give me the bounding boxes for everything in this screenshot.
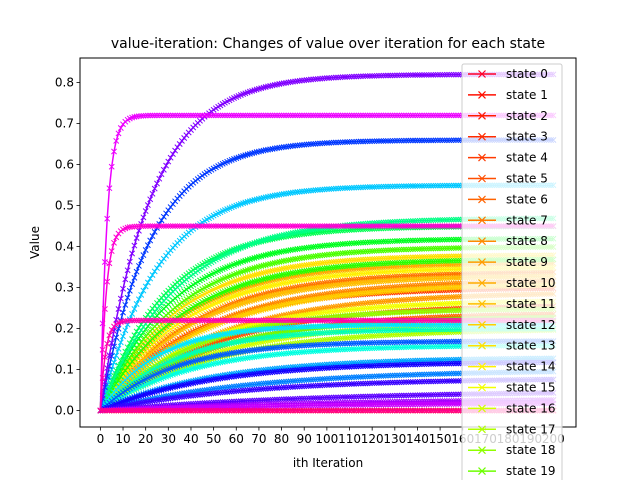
y-tick-label: 0.6 <box>55 158 74 172</box>
x-tick-label: 20 <box>138 432 153 446</box>
legend-entry: state 13 <box>468 339 555 353</box>
legend-entry: state 8 <box>468 234 548 248</box>
y-tick-label: 0.5 <box>55 199 74 213</box>
legend-marker <box>478 153 486 162</box>
legend-label: state 0 <box>506 67 548 81</box>
legend-entry: state 3 <box>468 130 548 144</box>
legend-label: state 3 <box>506 130 548 144</box>
legend-marker <box>478 174 486 183</box>
legend-label: state 16 <box>506 401 555 415</box>
legend-marker <box>478 467 486 476</box>
legend-entry: state 4 <box>468 151 548 165</box>
legend-marker <box>478 279 486 287</box>
y-axis-title: Value <box>28 226 42 259</box>
x-tick-label: 90 <box>297 432 312 446</box>
legend-marker <box>478 299 486 308</box>
y-tick-label: 0.4 <box>55 240 74 254</box>
legend-label: state 1 <box>506 88 548 102</box>
legend-label: state 12 <box>506 318 555 332</box>
x-tick-label: 140 <box>406 432 429 446</box>
legend-label: state 5 <box>506 172 548 186</box>
legend-marker <box>478 383 486 392</box>
legend-entry: state 19 <box>468 464 555 478</box>
legend-label: state 4 <box>506 151 548 165</box>
x-tick-label: 80 <box>274 432 289 446</box>
legend-marker <box>478 216 486 225</box>
legend-entry: state 17 <box>468 422 555 436</box>
legend-label: state 6 <box>506 192 548 206</box>
legend-entry: state 11 <box>468 297 555 311</box>
x-tick-label: 60 <box>229 432 244 446</box>
plot-frame <box>79 57 577 428</box>
legend-entry: state 7 <box>468 213 548 227</box>
legend-entry: state 6 <box>468 192 548 206</box>
x-tick-label: 50 <box>206 432 221 446</box>
legend-marker <box>478 258 486 267</box>
legend-label: state 2 <box>506 109 548 123</box>
legend-marker <box>478 425 486 434</box>
legend-label: state 10 <box>506 276 555 290</box>
legend-marker <box>478 404 486 413</box>
legend-label: state 15 <box>506 381 555 395</box>
x-tick-label: 100 <box>315 432 338 446</box>
legend-entry: state 1 <box>468 88 548 102</box>
x-axis-title: ith Iteration <box>293 456 363 470</box>
legend-marker <box>478 132 486 141</box>
legend-entry: state 0 <box>468 67 548 81</box>
x-tick-label: 120 <box>361 432 384 446</box>
x-tick-label: 40 <box>183 432 198 446</box>
legend-label: state 17 <box>506 422 555 436</box>
legend-marker <box>478 195 486 204</box>
legend-label: state 14 <box>506 360 555 374</box>
x-tick-label: 10 <box>115 432 130 446</box>
y-tick-label: 0.3 <box>55 281 74 295</box>
legend-label: state 8 <box>506 234 548 248</box>
legend-entry: state 16 <box>468 401 555 415</box>
legend-marker <box>478 111 486 120</box>
x-tick-label: 110 <box>338 432 361 446</box>
legend-entry: state 9 <box>468 255 548 269</box>
legend-entry: state 5 <box>468 172 548 186</box>
legend-entry: state 14 <box>468 360 555 374</box>
legend-entry: state 2 <box>468 109 548 123</box>
legend-entry: state 10 <box>468 276 555 290</box>
x-tick-label: 150 <box>429 432 452 446</box>
legend-marker <box>478 320 486 329</box>
chart-title: value-iteration: Changes of value over i… <box>111 36 545 52</box>
legend-marker <box>478 70 486 78</box>
x-tick-label: 30 <box>161 432 176 446</box>
legend-marker <box>478 341 486 350</box>
y-tick-label: 0.2 <box>55 322 74 336</box>
y-tick-label: 0.1 <box>55 363 74 377</box>
legend-entry: state 15 <box>468 381 555 395</box>
legend-marker <box>478 90 486 99</box>
legend-entry: state 18 <box>468 443 555 457</box>
legend-marker <box>478 362 486 371</box>
y-tick-label: 0.7 <box>55 117 74 131</box>
legend-box <box>461 63 563 480</box>
x-tick-label: 0 <box>97 432 105 446</box>
legend-marker <box>478 446 486 455</box>
x-tick-label: 130 <box>383 432 406 446</box>
legend-label: state 18 <box>506 443 555 457</box>
legend-label: state 19 <box>506 464 555 478</box>
y-tick-label: 0.0 <box>55 404 74 418</box>
legend-label: state 9 <box>506 255 548 269</box>
legend-label: state 7 <box>506 213 548 227</box>
legend-marker <box>478 237 486 246</box>
legend-entry: state 12 <box>468 318 555 332</box>
legend: state 0 state 1 state 2 state 3 state 4 state… <box>461 63 563 480</box>
x-tick-label: 70 <box>251 432 266 446</box>
legend-label: state 11 <box>506 297 555 311</box>
y-axis: 0.0 0.1 0.2 0.3 0.4 0.5 0.6 0.7 0.8 <box>55 76 80 418</box>
legend-label: state 13 <box>506 339 555 353</box>
y-tick-label: 0.8 <box>55 76 74 90</box>
